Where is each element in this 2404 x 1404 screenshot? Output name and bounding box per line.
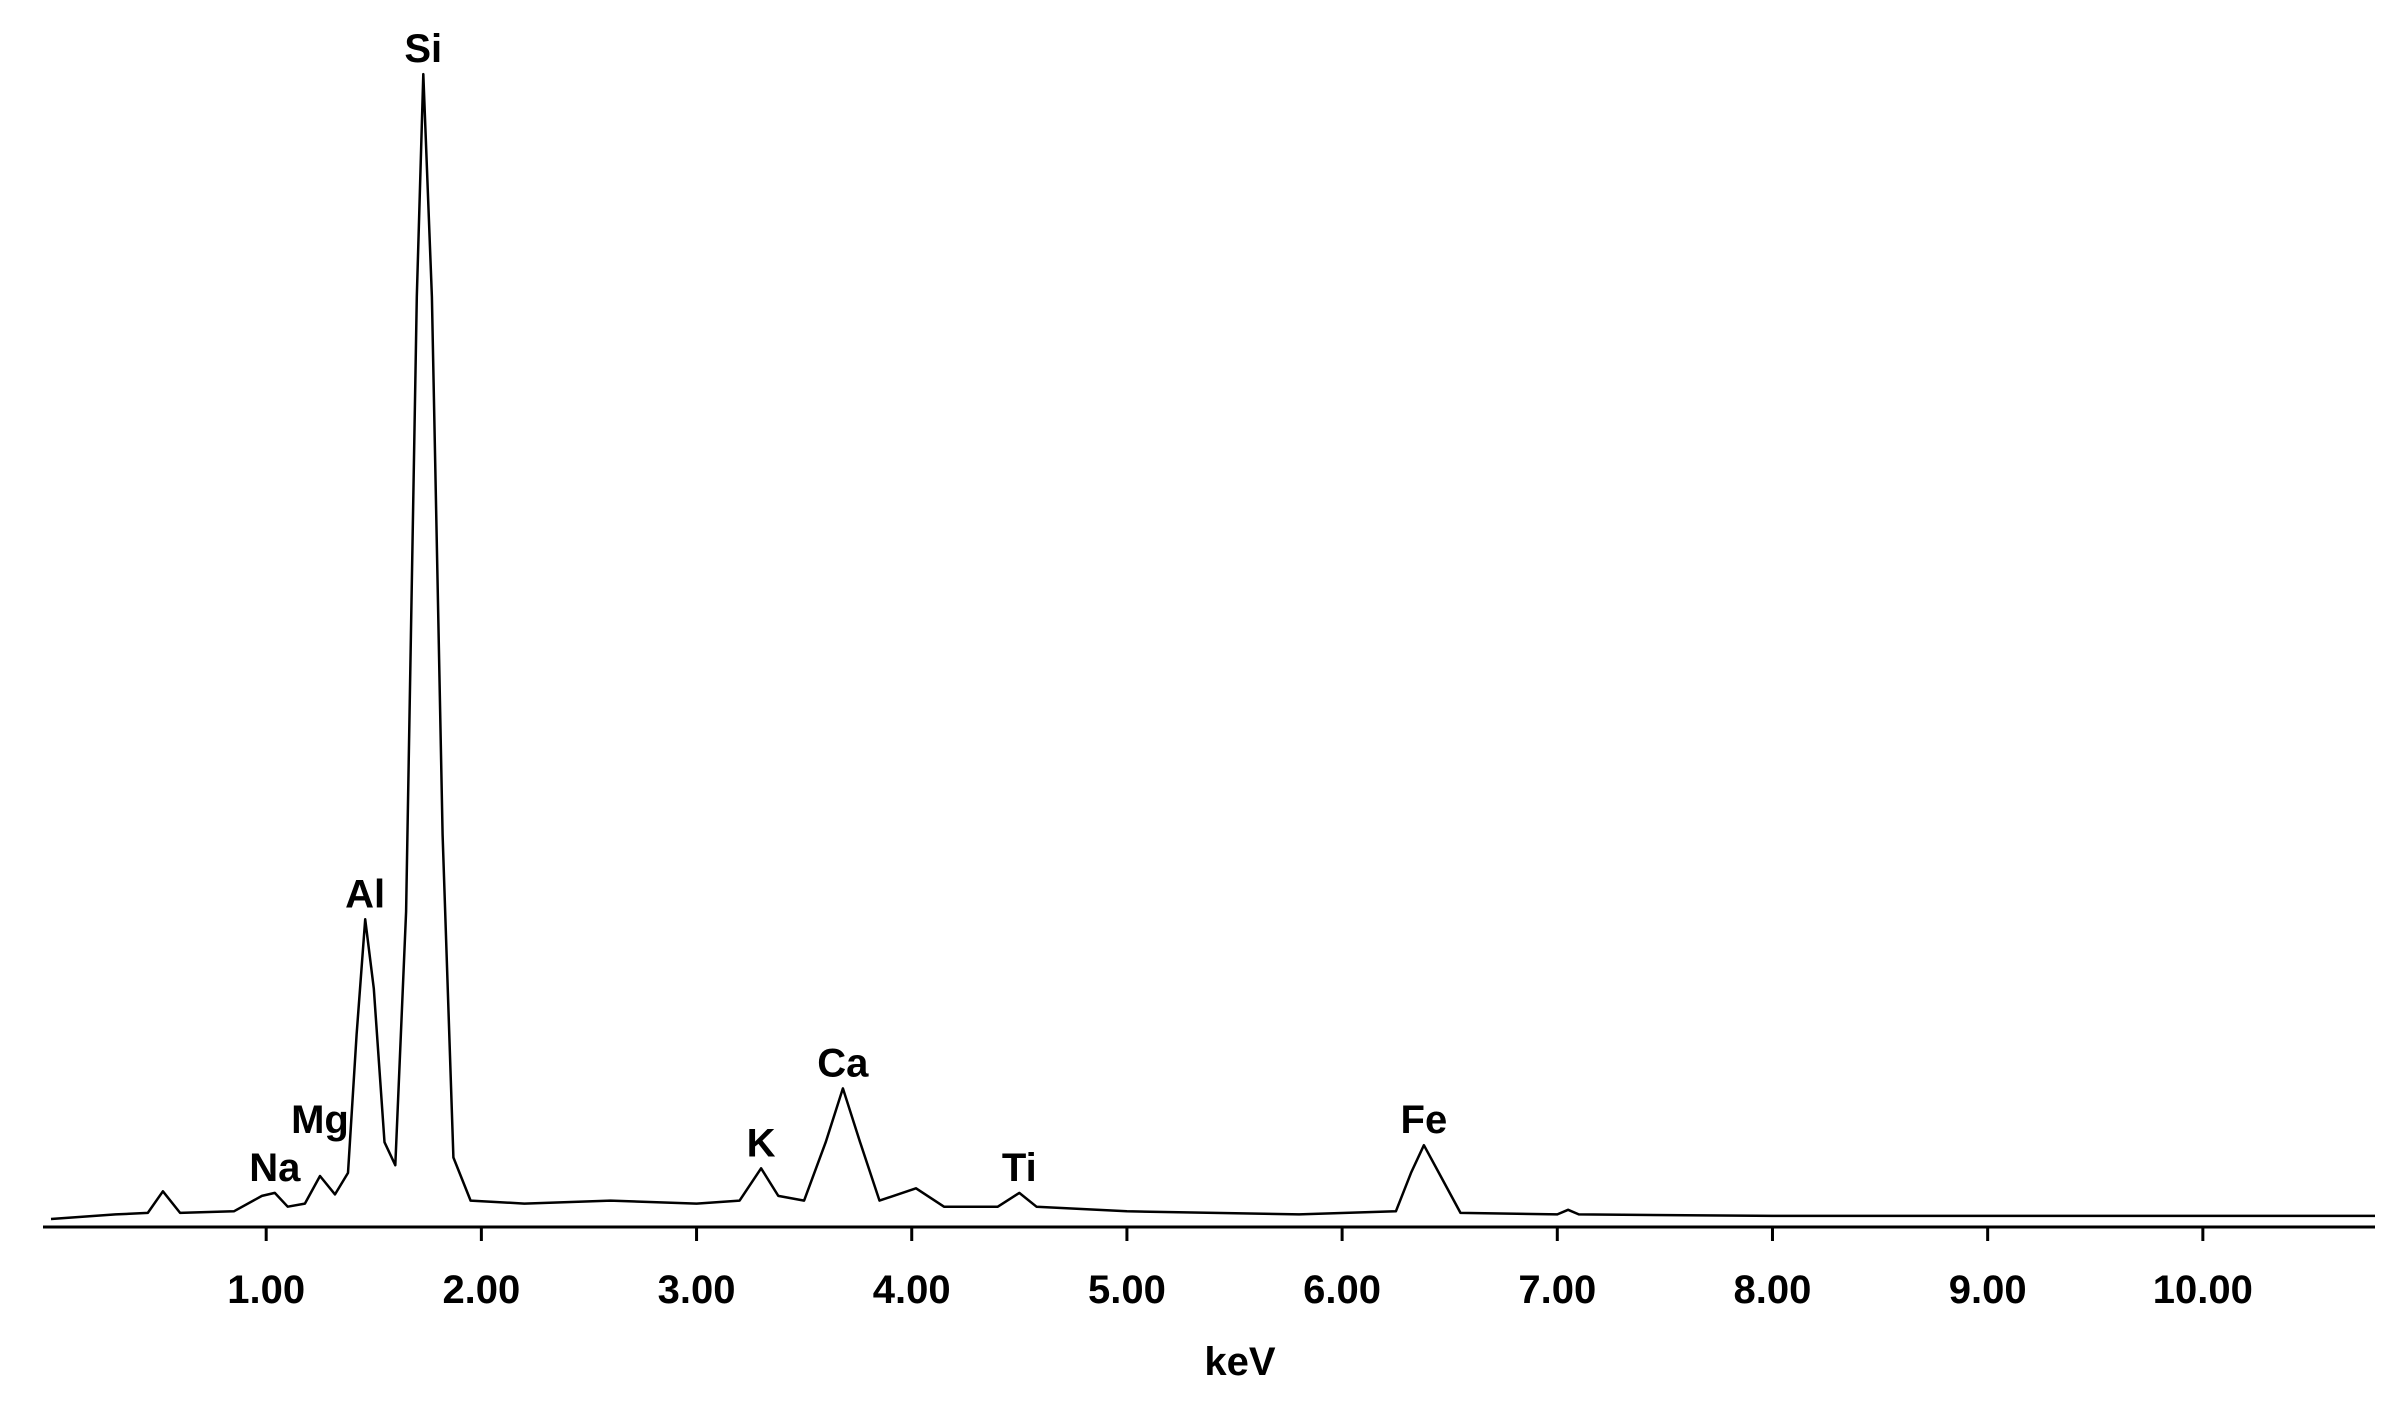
x-tick-label: 2.00 — [442, 1268, 520, 1312]
peak-label: Fe — [1401, 1098, 1448, 1142]
x-tick-label: 7.00 — [1518, 1268, 1596, 1312]
peak-label: Ti — [1002, 1146, 1037, 1190]
peak-label: Na — [249, 1146, 301, 1190]
spectrum-line — [50, 72, 2375, 1221]
peak-label: Mg — [291, 1098, 349, 1142]
peak-label: Ca — [817, 1041, 869, 1085]
peak-label: Al — [345, 872, 385, 916]
x-tick-label: 4.00 — [873, 1268, 951, 1312]
x-tick-label: 8.00 — [1734, 1268, 1812, 1312]
x-tick-label: 6.00 — [1303, 1268, 1381, 1312]
x-tick-label: 9.00 — [1949, 1268, 2027, 1312]
x-tick-label: 1.00 — [227, 1268, 305, 1312]
x-tick-label: 5.00 — [1088, 1268, 1166, 1312]
x-tick-label: 3.00 — [658, 1268, 736, 1312]
x-axis-label: keV — [1204, 1340, 1275, 1384]
x-tick-label: 10.00 — [2153, 1268, 2253, 1312]
peak-label: K — [747, 1121, 776, 1165]
peak-label: Si — [404, 27, 442, 71]
